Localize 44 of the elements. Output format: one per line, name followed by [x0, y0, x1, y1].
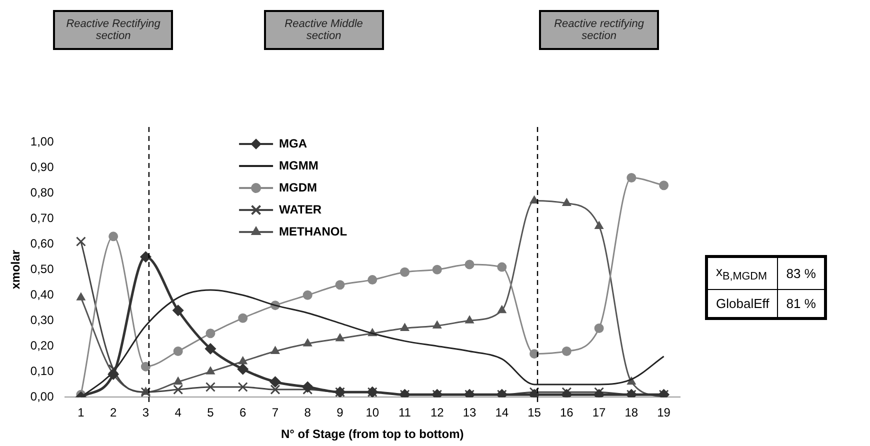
- text: Reactive rectifying section: [539, 10, 660, 50]
- legend-label: MGA: [279, 136, 308, 150]
- y-tick-label: 0,20: [30, 338, 54, 352]
- x-tick-label: 3: [142, 406, 150, 420]
- y-tick-label: 0,80: [30, 185, 54, 200]
- x-tick-label: 16: [560, 406, 574, 420]
- y-tick-label: 0,40: [30, 287, 54, 302]
- y-tick-label: 0,60: [30, 236, 54, 250]
- y-tick-label: 0,30: [30, 312, 54, 327]
- y-tick-label: 0,50: [30, 262, 54, 276]
- text: 81 %: [778, 289, 826, 318]
- text: GlobalEff: [706, 289, 778, 318]
- y-tick-label: 0,00: [30, 390, 54, 404]
- text: x$_{B,MGDM}$: [706, 256, 778, 290]
- x-tick-label: 1: [78, 406, 85, 420]
- y-tick-label: 0,70: [30, 210, 54, 225]
- x-tick-label: 12: [430, 406, 444, 420]
- x-tick-label: 10: [366, 406, 380, 420]
- y-tick-label: 0,90: [30, 160, 54, 174]
- x-tick-label: 14: [495, 406, 509, 420]
- x-tick-label: 15: [528, 406, 542, 420]
- x-tick-label: 4: [174, 406, 182, 420]
- legend-label: WATER: [279, 202, 322, 216]
- x-tick-label: 6: [240, 406, 247, 420]
- x-tick-label: 17: [592, 406, 606, 420]
- x-axis-title: N° of Stage (from top to bottom): [280, 427, 464, 442]
- y-tick-label: 1,00: [30, 134, 54, 148]
- y-axis-title: xmolar: [8, 250, 23, 290]
- text: Reactive Middle section: [264, 10, 384, 50]
- legend-label: METHANOL: [279, 224, 348, 238]
- y-tick-label: 0,10: [30, 364, 54, 378]
- x-tick-label: 18: [624, 406, 638, 420]
- text: 83 %: [778, 256, 826, 290]
- x-tick-label: 8: [304, 406, 312, 420]
- x-tick-label: 7: [272, 406, 279, 420]
- x-tick-label: 11: [398, 406, 412, 420]
- x-tick-label: 2: [110, 406, 117, 420]
- text: Reactive Rectifying section: [53, 10, 174, 50]
- x-tick-label: 13: [462, 406, 477, 420]
- legend-label: MGMM: [279, 158, 318, 172]
- x-tick-label: 5: [207, 406, 214, 420]
- legend-label: MGDM: [279, 180, 318, 194]
- x-tick-label: 19: [657, 406, 671, 420]
- x-tick-label: 9: [336, 406, 344, 420]
